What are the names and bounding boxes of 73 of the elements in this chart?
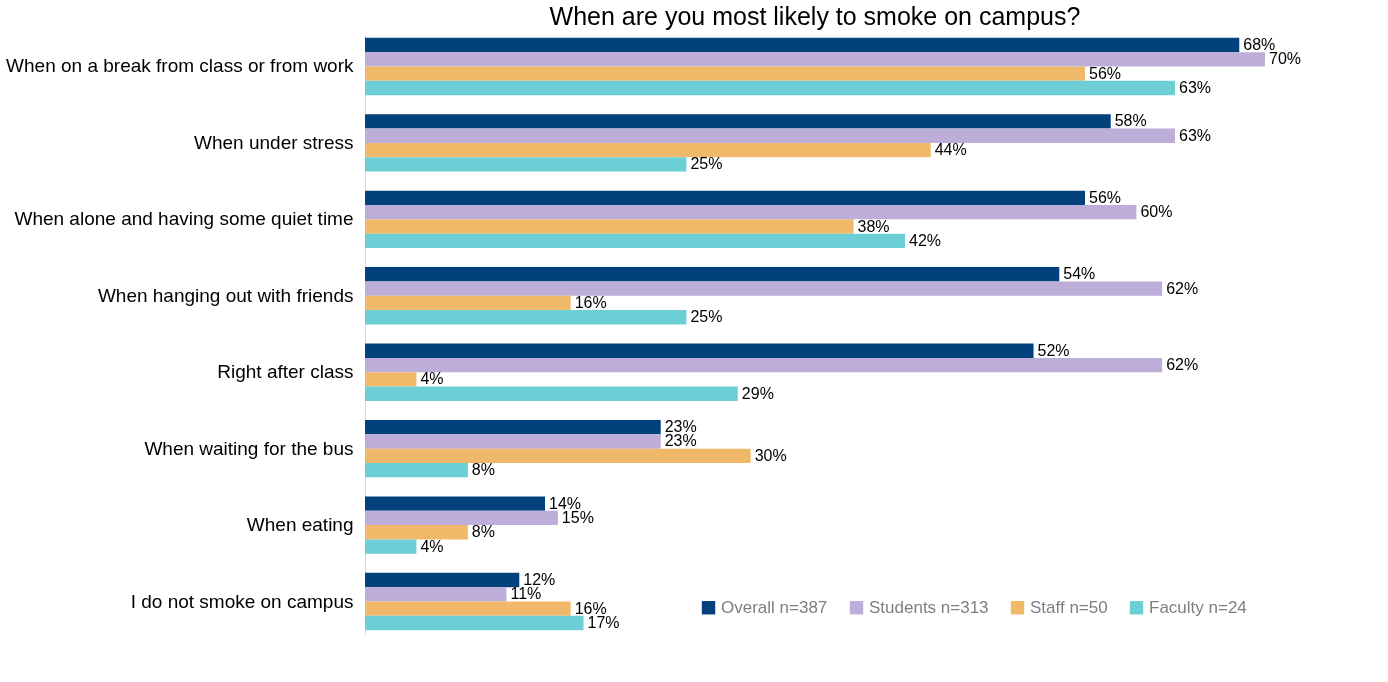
y-tick-label: When eating	[246, 514, 354, 536]
bar	[365, 572, 520, 588]
bar	[365, 157, 687, 172]
bar	[365, 601, 571, 616]
bar	[365, 37, 1240, 53]
bar	[365, 80, 1175, 96]
bar	[365, 357, 1163, 373]
bar	[365, 525, 468, 540]
y-tick-label: Right after class	[217, 361, 354, 383]
bar	[365, 205, 1137, 220]
data-label: 63%	[1179, 78, 1212, 96]
data-label: 44%	[934, 141, 967, 159]
chart-title: When are you most likely to smoke on campus?	[549, 2, 1081, 30]
y-tick-label: When alone and having some quiet time	[14, 208, 354, 230]
bar	[365, 539, 417, 554]
data-label: 38%	[857, 217, 890, 235]
y-tick-label: When under stress	[194, 131, 354, 153]
data-label: 56%	[1089, 64, 1122, 82]
data-label: 8%	[471, 523, 495, 541]
data-label: 16%	[574, 599, 607, 617]
bar	[365, 52, 1265, 67]
bar	[365, 419, 661, 435]
y-tick-label: When on a break from class or from work	[6, 55, 354, 77]
bar	[365, 281, 1163, 296]
bar	[365, 372, 417, 387]
y-tick-label: I do not smoke on campus	[130, 590, 354, 612]
data-label: 16%	[574, 293, 607, 311]
bar	[365, 496, 545, 511]
bar	[365, 267, 1060, 282]
y-tick-label: When waiting for the bus	[144, 437, 354, 459]
bar	[365, 128, 1175, 143]
data-label: 29%	[741, 384, 774, 402]
data-label: 58%	[1114, 112, 1147, 130]
bar	[365, 615, 584, 631]
legend-label: Students n=313	[869, 597, 989, 617]
data-label: 25%	[690, 308, 723, 326]
bar	[365, 114, 1111, 129]
data-label: 17%	[587, 614, 620, 632]
data-label: 56%	[1089, 188, 1122, 206]
y-tick-label: When hanging out with friends	[97, 284, 354, 306]
data-label: 23%	[664, 432, 697, 450]
data-label: 62%	[1166, 356, 1199, 374]
bar	[365, 142, 931, 158]
data-label: 68%	[1243, 35, 1276, 53]
data-label: 11%	[510, 585, 542, 603]
bar	[365, 510, 558, 526]
bar	[365, 448, 751, 463]
data-label: 63%	[1179, 126, 1212, 144]
bar	[365, 462, 468, 478]
data-label: 62%	[1166, 279, 1199, 297]
bar	[365, 66, 1085, 81]
bar	[365, 233, 905, 249]
legend-label: Overall n=387	[721, 597, 828, 617]
data-label: 54%	[1063, 265, 1096, 283]
data-label: 30%	[754, 446, 787, 464]
bar	[365, 343, 1034, 358]
bar	[365, 587, 507, 602]
bar	[365, 310, 687, 325]
bar	[365, 434, 661, 449]
data-label: 70%	[1269, 50, 1302, 68]
bar	[365, 219, 854, 234]
data-label: 52%	[1037, 341, 1070, 359]
bar	[365, 386, 738, 401]
data-label: 4%	[420, 537, 444, 555]
data-label: 42%	[909, 231, 942, 249]
data-label: 60%	[1140, 203, 1173, 221]
data-label: 4%	[420, 370, 444, 388]
data-label: 25%	[690, 155, 723, 173]
bar	[365, 295, 571, 311]
bar	[365, 190, 1085, 206]
legend-label: Staff n=50	[1030, 597, 1108, 617]
legend-label: Faculty n=24	[1149, 597, 1247, 617]
data-label: 8%	[471, 461, 495, 479]
